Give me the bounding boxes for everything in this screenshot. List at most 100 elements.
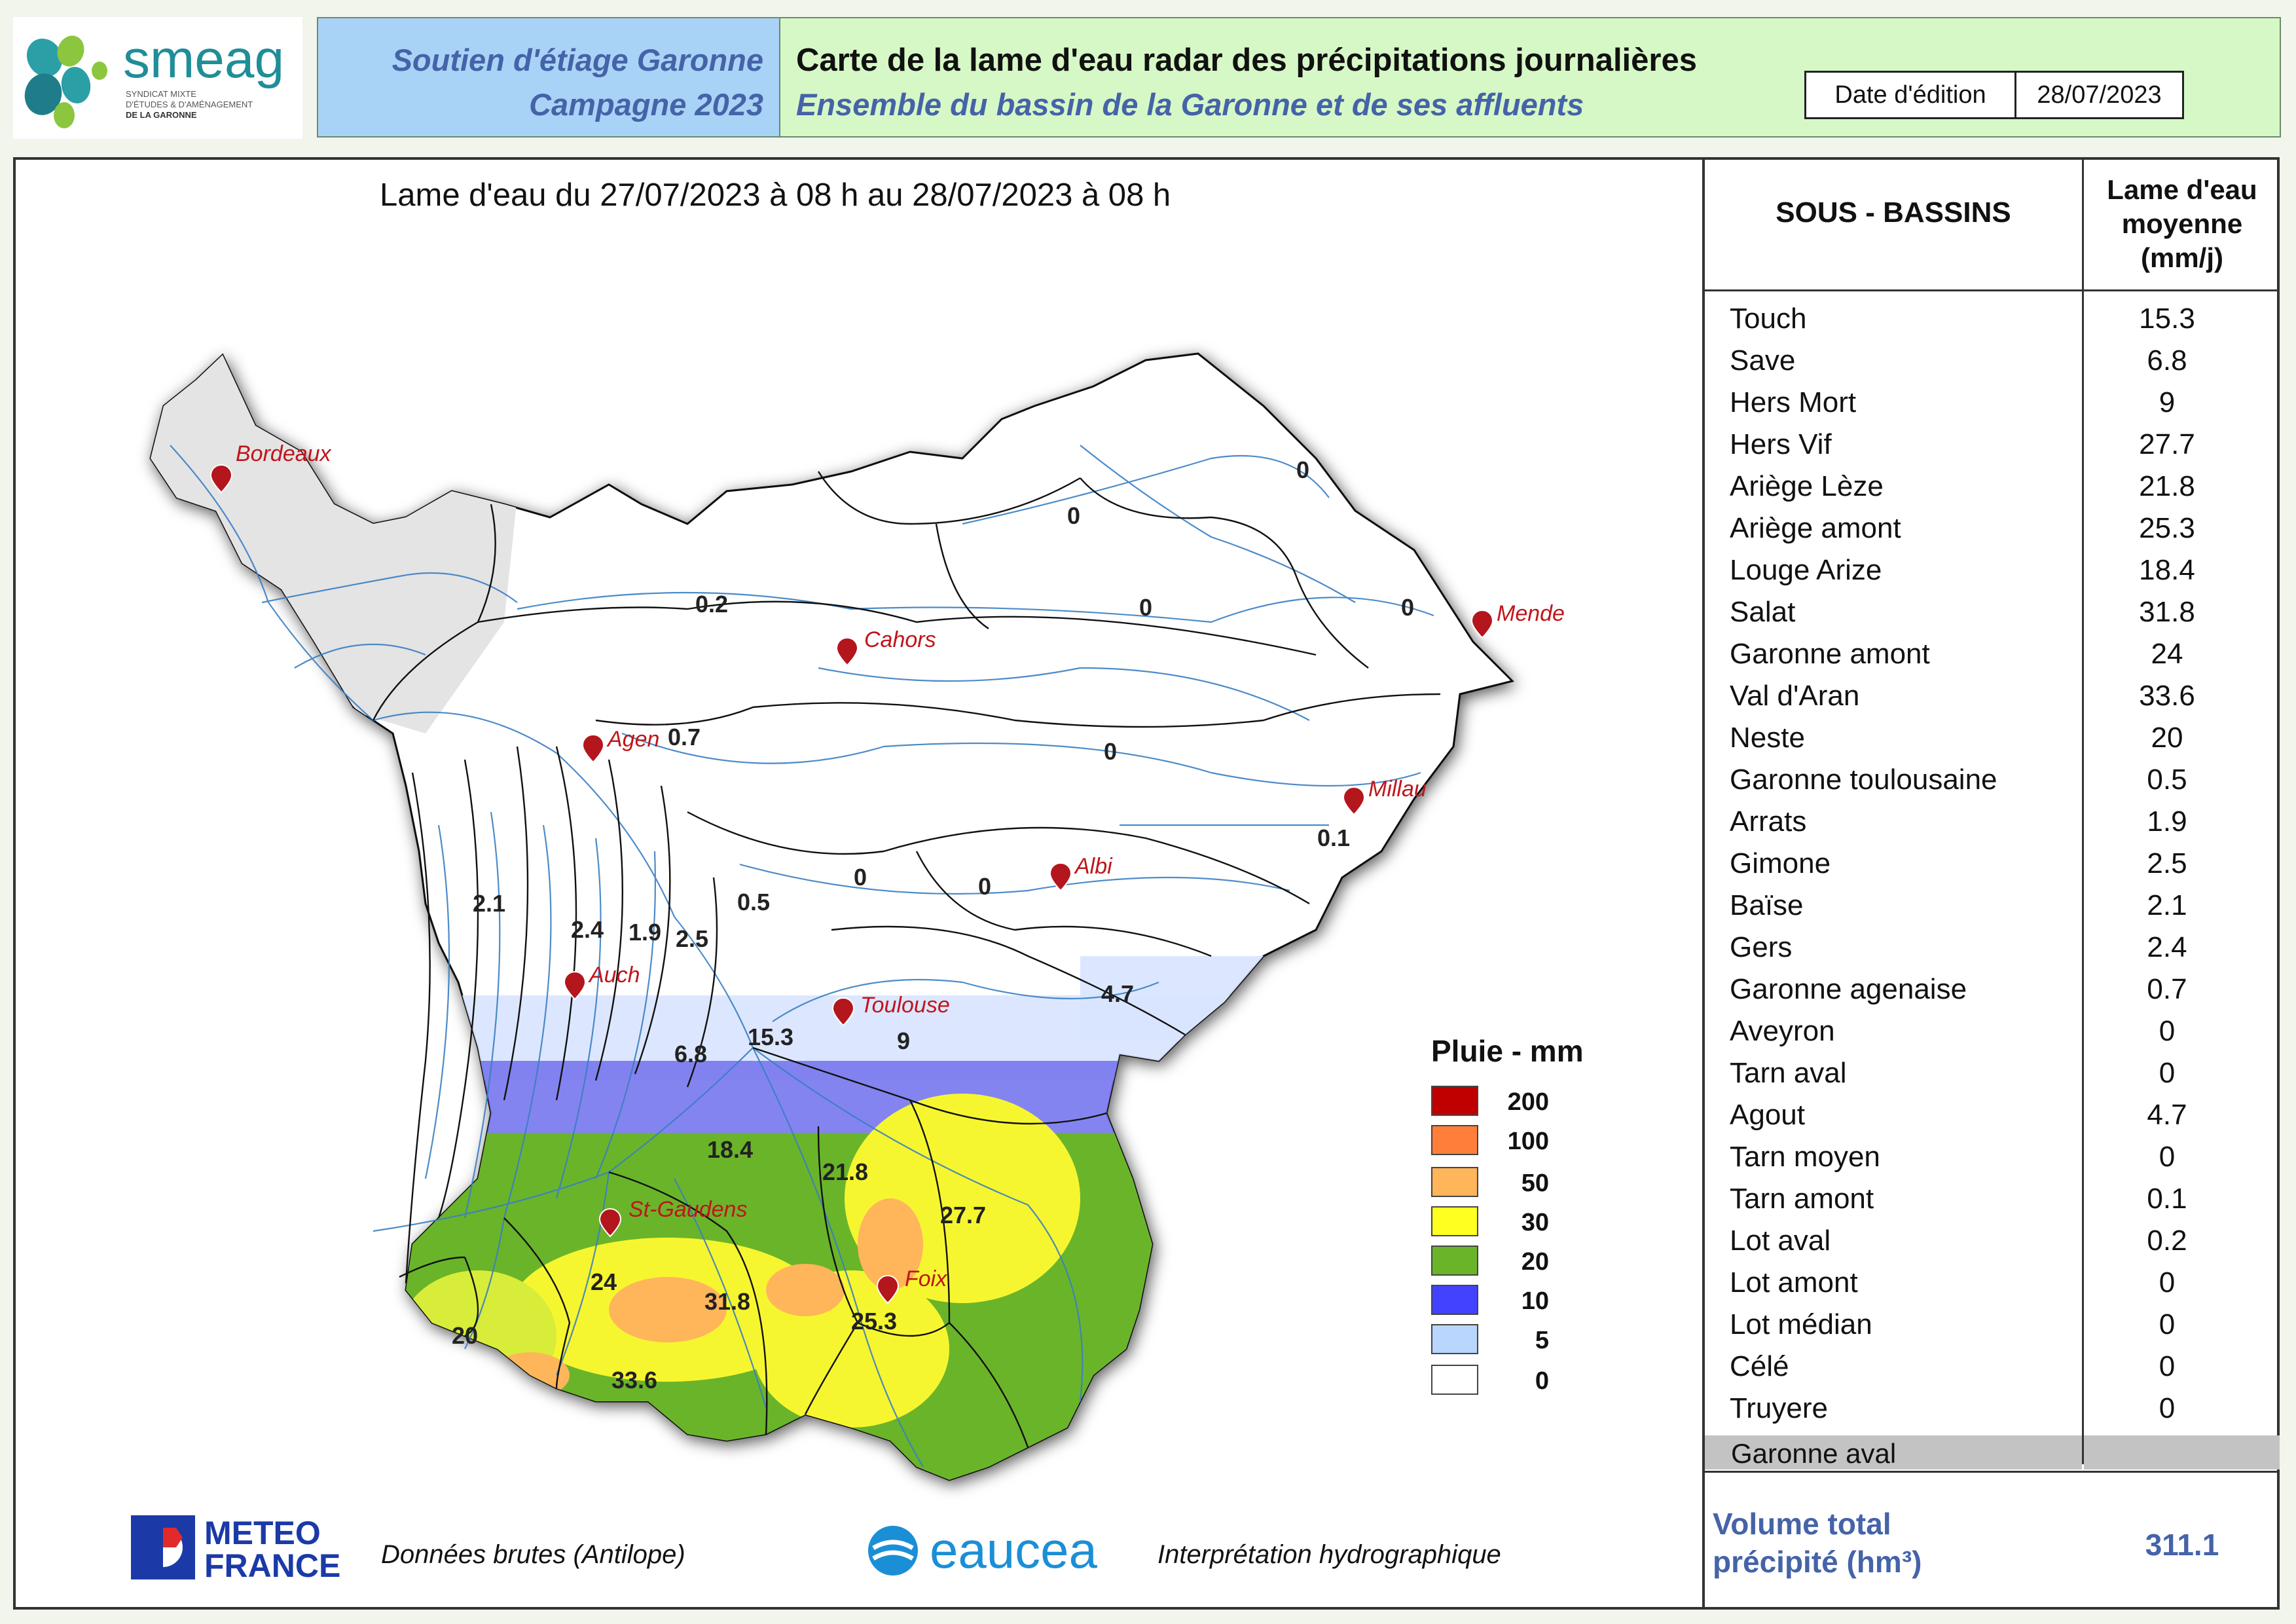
city-label-cahors: Cahors bbox=[864, 627, 936, 652]
table-header-basin: SOUS - BASSINS bbox=[1776, 196, 2011, 229]
table-row-name: Baïse bbox=[1730, 889, 1804, 921]
legend-swatch bbox=[1431, 1167, 1478, 1197]
value-louge-arize: 18.4 bbox=[707, 1136, 753, 1163]
value-salat: 31.8 bbox=[704, 1288, 750, 1315]
value-arrats: 1.9 bbox=[629, 919, 661, 946]
table-row-name: Agout bbox=[1730, 1099, 1805, 1131]
edition-date-box: Date d'édition 28/07/2023 bbox=[1804, 71, 2184, 119]
value-lot-aval: 0.2 bbox=[695, 591, 728, 618]
table-row-value: 33.6 bbox=[2139, 680, 2195, 712]
legend-item-200: 200 bbox=[1431, 1086, 1562, 1116]
table-row-name: Arrats bbox=[1730, 805, 1807, 838]
river-network bbox=[170, 445, 1434, 1467]
city-agen: Agen bbox=[581, 727, 659, 764]
legend-title: Pluie - mm bbox=[1431, 1034, 1584, 1068]
legend-item-10: 10 bbox=[1431, 1285, 1562, 1315]
value-lot-median: 0 bbox=[1067, 502, 1080, 529]
table-row-value: 0.7 bbox=[2147, 973, 2187, 1005]
city-label-mende: Mende bbox=[1497, 601, 1565, 626]
legend-swatch bbox=[1431, 1086, 1478, 1116]
legend-item-100: 100 bbox=[1431, 1125, 1562, 1155]
value-gimone: 2.5 bbox=[676, 925, 708, 952]
meteo-logo-line-2: FRANCE bbox=[204, 1547, 340, 1583]
garonne-aval-value-cell bbox=[2084, 1435, 2280, 1469]
table-row-value: 20 bbox=[2151, 722, 2183, 754]
map-pin-icon bbox=[831, 997, 855, 1027]
table-header-value-line-2: moyenne bbox=[2121, 208, 2243, 239]
table-row-value: 31.8 bbox=[2139, 596, 2195, 628]
table-header-value-line-1: Lame d'eau bbox=[2107, 174, 2257, 205]
map-pin-icon bbox=[598, 1208, 622, 1238]
legend-value: 200 bbox=[1507, 1088, 1549, 1116]
value-val-d-aran: 33.6 bbox=[611, 1367, 657, 1393]
table-row-name: Save bbox=[1730, 344, 1796, 377]
table-row-value: 0.2 bbox=[2147, 1225, 2187, 1257]
value-touch: 15.3 bbox=[748, 1024, 793, 1050]
table-row-name: Salat bbox=[1730, 596, 1796, 628]
value-save: 6.8 bbox=[674, 1041, 707, 1067]
eaucea-logo-text: eaucea bbox=[930, 1521, 1098, 1579]
smeag-logo-icon: smeag SYNDICAT MIXTE D'ÉTUDES & D'AMÉNAG… bbox=[24, 29, 284, 128]
city-label-auch: Auch bbox=[588, 963, 640, 987]
city-albi: Albi bbox=[1049, 854, 1113, 892]
edition-date-value: 28/07/2023 bbox=[2037, 81, 2162, 109]
city-st-gaudens: St-Gaudens bbox=[598, 1197, 747, 1238]
city-label-toulouse: Toulouse bbox=[860, 993, 950, 1018]
city-millau: Millau bbox=[1342, 777, 1427, 816]
table-row-name: Tarn aval bbox=[1730, 1057, 1847, 1089]
value-tarn-aval: 0 bbox=[978, 873, 991, 900]
value-garonne-toulousaine: 0.5 bbox=[737, 889, 770, 915]
table-row-name: Lot amont bbox=[1730, 1266, 1858, 1299]
volume-total-value: 311.1 bbox=[2145, 1528, 2219, 1562]
value-tarn-moyen: 0 bbox=[1104, 738, 1117, 765]
table-row-name: Garonne agenaise bbox=[1730, 973, 1967, 1005]
value-lot-amont: 0 bbox=[1296, 456, 1309, 483]
value-agout: 4.7 bbox=[1101, 980, 1134, 1007]
city-label-albi: Albi bbox=[1074, 854, 1113, 879]
value-neste: 20 bbox=[452, 1322, 478, 1349]
table-row-name: Val d'Aran bbox=[1730, 680, 1860, 712]
rain-blob-50-a bbox=[609, 1277, 727, 1342]
period-label: Lame d'eau du 27/07/2023 à 08 h au 28/07… bbox=[380, 177, 1171, 213]
campaign-line-2: Campagne 2023 bbox=[529, 87, 763, 122]
logo-sub-3: DE LA GARONNE bbox=[126, 110, 197, 120]
legend-swatch bbox=[1431, 1125, 1478, 1155]
legend-value: 100 bbox=[1507, 1128, 1549, 1155]
table-row-name: Truyere bbox=[1730, 1392, 1828, 1424]
table-row-name: Aveyron bbox=[1730, 1015, 1835, 1047]
table-row-value: 25.3 bbox=[2139, 512, 2195, 544]
garonne-aval-row bbox=[1705, 1435, 2082, 1469]
legend-swatch bbox=[1431, 1206, 1478, 1236]
legend-swatch bbox=[1431, 1324, 1478, 1354]
table-row-value: 0 bbox=[2159, 1141, 2176, 1173]
campaign-header: Soutien d'étiage Garonne Campagne 2023 bbox=[317, 17, 780, 138]
table-row-name: Louge Arize bbox=[1730, 554, 1882, 586]
table-row-value: 6.8 bbox=[2147, 344, 2187, 377]
city-label-bordeaux: Bordeaux bbox=[236, 441, 332, 466]
value-hers-mort: 9 bbox=[897, 1027, 910, 1054]
map-pin-icon bbox=[563, 970, 587, 1001]
rain-band-10 bbox=[360, 1061, 1211, 1146]
table-row-name: Gers bbox=[1730, 931, 1793, 963]
table-row-value: 18.4 bbox=[2139, 554, 2195, 586]
map-pin-icon bbox=[210, 464, 233, 494]
legend-value: 0 bbox=[1535, 1367, 1549, 1395]
smeag-logo: smeag SYNDICAT MIXTE D'ÉTUDES & D'AMÉNAG… bbox=[13, 17, 302, 139]
city-bordeaux: Bordeaux bbox=[210, 441, 332, 494]
table-row-name: Ariège Lèze bbox=[1730, 470, 1884, 502]
legend-value: 30 bbox=[1521, 1209, 1549, 1236]
panel-divider bbox=[1702, 157, 1705, 1610]
table-row-value: 2.5 bbox=[2147, 847, 2187, 879]
table-row-value: 21.8 bbox=[2139, 470, 2195, 502]
table-column-separator bbox=[2082, 157, 2084, 1464]
value-tarn-amont: 0.1 bbox=[1317, 824, 1350, 851]
table-row-value: 0 bbox=[2159, 1015, 2176, 1047]
city-label-st-gaudens: St-Gaudens bbox=[629, 1197, 747, 1222]
map-pin-icon bbox=[876, 1274, 900, 1304]
city-mende: Mende bbox=[1470, 601, 1565, 639]
value-ariege-amont: 25.3 bbox=[851, 1308, 897, 1335]
table-header-value-line-3: (mm/j) bbox=[2141, 242, 2223, 273]
legend-item-5: 5 bbox=[1431, 1324, 1562, 1354]
title-header: Carte de la lame d'eau radar des précipi… bbox=[780, 17, 2281, 138]
edition-date-label: Date d'édition bbox=[1806, 73, 2016, 117]
